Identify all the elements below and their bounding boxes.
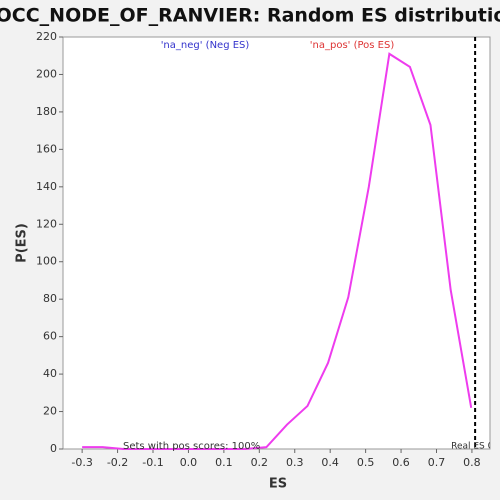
y-tick-label: 200 — [36, 67, 57, 80]
y-tick-label: 160 — [36, 142, 57, 155]
x-tick-label: 0.2 — [251, 456, 269, 469]
y-tick-label: 220 — [36, 30, 57, 43]
annotation: 'na_pos' (Pos ES) — [310, 40, 395, 51]
y-axis-title: P(ES) — [15, 223, 30, 263]
x-tick-label: 0.0 — [180, 456, 198, 469]
x-axis-title: ES — [269, 477, 287, 492]
x-tick-label: -0.2 — [107, 456, 128, 469]
annotation: Sets with pos scores: 100% — [123, 441, 260, 452]
y-tick-label: 0 — [50, 442, 57, 455]
x-tick-label: -0.1 — [142, 456, 163, 469]
y-tick-label: 180 — [36, 105, 57, 118]
x-tick-label: 0.5 — [357, 456, 375, 469]
x-tick-label: 0.6 — [392, 456, 410, 469]
y-tick-label: 60 — [43, 330, 57, 343]
x-tick-label: -0.3 — [71, 456, 92, 469]
plot-area — [62, 36, 491, 450]
x-tick-label: 0.8 — [463, 456, 481, 469]
x-tick-label: 0.1 — [215, 456, 233, 469]
line — [82, 52, 473, 450]
y-tick-label: 40 — [43, 367, 57, 380]
x-tick-label: 0.7 — [428, 456, 446, 469]
real-es-label: Real ES 0.81 — [451, 442, 500, 452]
y-tick-label: 20 — [43, 405, 57, 418]
x-tick-label: 0.4 — [321, 456, 339, 469]
y-tick-label: 100 — [36, 255, 57, 268]
y-tick-label: 120 — [36, 217, 57, 230]
chart-title: GOCC_NODE_OF_RANVIER: Random ES distribu… — [0, 5, 500, 27]
x-tick-label: 0.3 — [286, 456, 304, 469]
annotation: 'na_neg' (Neg ES) — [161, 40, 250, 51]
y-tick-label: 80 — [43, 292, 57, 305]
y-tick-label: 140 — [36, 180, 57, 193]
